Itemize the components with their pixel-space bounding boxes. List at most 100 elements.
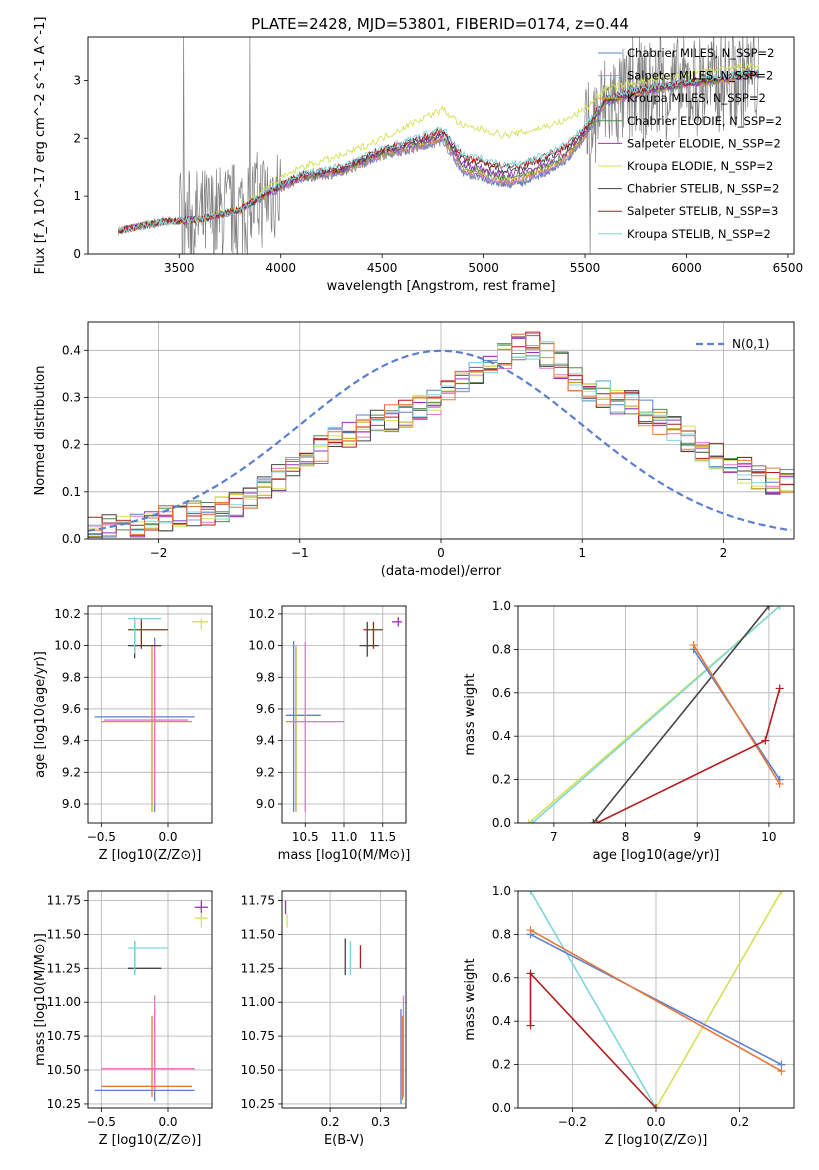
x-tick-label: 9 [693,830,701,844]
y-tick-label: 9.0 [62,797,81,811]
x-tick-label: 0.0 [646,1115,665,1129]
gaussian-curve [88,349,792,532]
weight-point-marker [526,926,535,935]
x-tick-label: −0.5 [87,830,116,844]
y-tick-label: 0 [73,247,81,261]
cross-plot-area [94,617,208,812]
weight-point-marker [652,1104,660,1108]
y-tick-label: 9.6 [62,702,81,716]
y-tick-label: 9.8 [256,670,275,684]
weight-series-line [692,644,781,785]
y-axis-label: age [log10(age/yr)] [33,651,48,778]
y-tick-label: 10.2 [248,607,275,621]
figure-title: PLATE=2428, MJD=53801, FIBERID=0174, z=0… [251,15,629,33]
y-tick-label: 0.4 [62,343,81,357]
x-tick-label: 4000 [265,261,296,275]
plot-layer: 3500 4000 4500 5000 5500 6000 6500 0 1 2 3 waveleng… [33,17,803,1148]
spectrum-plot-area [117,37,760,254]
axes-frame [281,605,407,824]
weight-point-marker [592,819,601,823]
x-tick-label: −2 [150,546,168,560]
y-tick-label: 11.00 [241,995,275,1009]
y-tick-label: 10.75 [241,1029,275,1043]
axes-frame [87,890,213,1109]
x-axis-label: age [log10(age/yr)] [593,848,720,863]
y-tick-label: 0.2 [492,773,511,787]
axes-frame [281,890,407,1109]
y-tick-label: 11.25 [47,961,81,975]
residual-plot-area [88,331,794,539]
y-tick-label: 0.8 [492,927,511,941]
y-tick-label: 10.50 [47,1063,81,1077]
model-spectrum-line [118,69,760,234]
x-tick-label: 5500 [570,261,601,275]
axes-frame [517,605,795,824]
x-tick-label: 0.0 [158,830,177,844]
x-tick-label: 0.2 [730,1115,749,1129]
cross-plot-area [94,900,208,1102]
weight-point-marker [777,891,786,895]
y-tick-label: 9.2 [62,765,81,779]
y-tick-label: 9.6 [256,702,275,716]
weight-point-marker [775,606,784,610]
y-tick-label: 0.6 [492,971,511,985]
x-tick-label: 5000 [468,261,499,275]
cross-plot-area [285,617,403,812]
weight-series-line [530,929,782,1072]
weight-point-marker [589,819,598,823]
legend-label: Chabrier MILES, N_SSP=2 [627,46,774,60]
axes-frame [517,890,795,1109]
axes-frame [87,321,795,540]
weight-series-line [529,971,657,1108]
weight-point-marker [775,779,784,788]
y-tick-label: 10.0 [54,639,81,653]
x-tick-label: 6500 [773,261,804,275]
x-tick-label: 0 [437,546,445,560]
y-tick-label: 0.0 [492,1101,511,1115]
x-tick-label: −0.2 [558,1115,587,1129]
x-tick-label: 8 [622,830,630,844]
x-axis-label: Z [log10(Z/Z⊙)] [99,1133,202,1148]
weight-point-marker [526,1021,535,1030]
legend-label: Salpeter MILES, N_SSP=2 [627,69,773,83]
legend-label: Salpeter STELIB, N_SSP=3 [627,204,778,218]
y-tick-label: 11.00 [47,995,81,1009]
x-axis-label: wavelength [Angstrom, rest frame] [327,279,556,294]
y-tick-label: 11.75 [47,893,81,907]
weight-point-marker [526,891,535,895]
legend-label: Salpeter ELODIE, N_SSP=2 [627,136,781,150]
axes-frame [87,605,213,824]
y-tick-label: 9.2 [256,765,275,779]
y-axis-label: Flux [f_λ 10^-17 erg cm^-2 s^-1 A^-1] [33,17,48,275]
y-tick-label: 11.75 [241,893,275,907]
y-tick-label: 0.2 [62,438,81,452]
y-tick-label: 9.0 [256,797,275,811]
y-tick-label: 0.0 [492,816,511,830]
y-tick-label: 0.8 [492,642,511,656]
x-tick-label: 2 [720,546,728,560]
y-tick-label: 2 [73,131,81,145]
x-axis-label: Z [log10(Z/Z⊙)] [605,1133,708,1148]
axes-frame [87,36,795,255]
ebv-plot-area [284,900,405,1104]
weight-series-line [530,933,782,1066]
y-axis-label: mass [log10(M/M⊙)] [33,933,48,1066]
y-tick-label: 10.2 [54,607,81,621]
y-tick-label: 11.50 [47,927,81,941]
x-axis-label: (data-model)/error [381,564,502,579]
y-tick-label: 0.6 [492,686,511,700]
weight-plot-area [524,606,784,823]
y-tick-label: 0.2 [492,1058,511,1072]
x-tick-label: 0.0 [158,1115,177,1129]
y-tick-label: 1.0 [492,599,511,613]
y-tick-label: 0.0 [62,532,81,546]
x-tick-label: 6000 [671,261,702,275]
x-axis-label: mass [log10(M/M⊙)] [278,848,411,863]
x-tick-label: 0.3 [371,1115,390,1129]
y-tick-label: 10.50 [241,1063,275,1077]
weight-point-marker [777,1067,786,1076]
x-tick-label: 11.5 [369,830,396,844]
weight-point-marker [764,606,773,610]
y-axis-label: mass weight [463,958,478,1040]
